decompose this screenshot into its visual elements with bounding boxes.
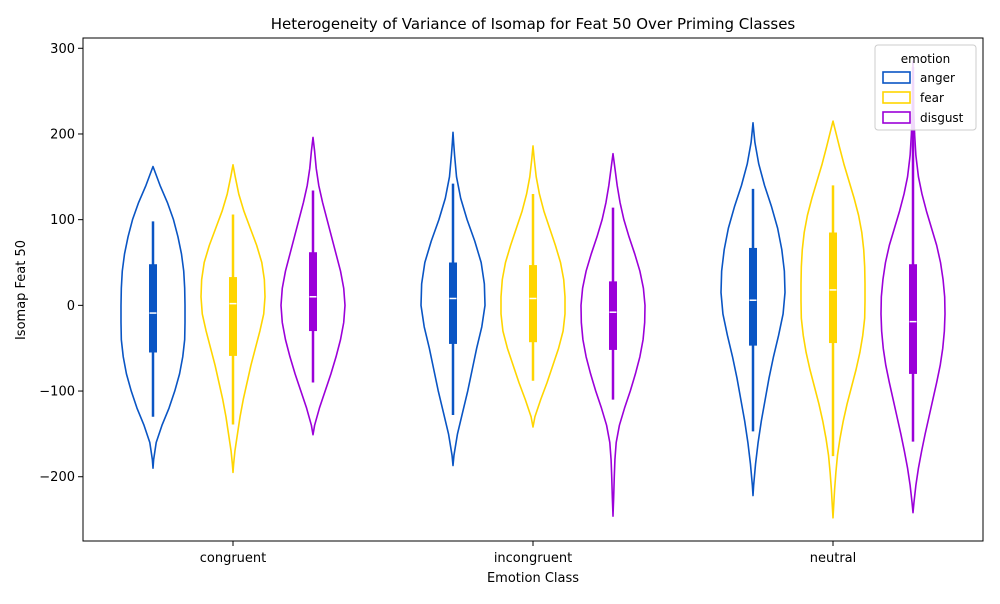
axes-layer: −200 −100 0 100 200 300 congruent incongruent ne… [39, 37, 984, 566]
violin-anger-congruent [120, 165, 186, 469]
y-tick-label: −200 [39, 470, 75, 485]
violin-outline [500, 145, 566, 428]
iqr-box [449, 262, 457, 344]
legend-label-anger: anger [920, 71, 955, 85]
violins-layer [120, 60, 946, 519]
violin-outline [280, 136, 346, 436]
y-tick-label: 0 [67, 299, 75, 314]
x-tick-label: congruent [200, 551, 267, 566]
violin-outline [800, 120, 866, 519]
x-axis-label: Emotion Class [487, 571, 579, 586]
iqr-box [909, 264, 917, 374]
violin-outline [720, 122, 786, 497]
violin-fear-incongruent [500, 145, 566, 428]
iqr-box [609, 281, 617, 350]
legend-swatch-disgust [882, 111, 911, 124]
iqr-box [529, 265, 537, 343]
y-tick-label: −100 [39, 385, 75, 400]
iqr-box [749, 247, 757, 346]
violin-fear-congruent [200, 164, 266, 474]
y-tick-label: 100 [50, 213, 75, 228]
iqr-box [309, 252, 317, 332]
violin-disgust-incongruent [580, 152, 646, 517]
violin-anger-neutral [720, 122, 786, 497]
y-axis-label: Isomap Feat 50 [14, 240, 29, 340]
iqr-box [149, 264, 157, 353]
legend-label-disgust: disgust [920, 111, 964, 125]
legend: emotion anger fear disgust [874, 44, 977, 131]
x-tick-label: neutral [810, 551, 857, 566]
x-tick-label: incongruent [494, 551, 572, 566]
violin-anger-incongruent [420, 131, 486, 467]
legend-swatch-anger [882, 71, 911, 84]
legend-label-fear: fear [920, 91, 944, 105]
legend-title: emotion [901, 52, 950, 66]
chart-title: Heterogeneity of Variance of Isomap for … [271, 15, 796, 33]
legend-box [874, 44, 977, 131]
legend-swatch-fear [882, 91, 911, 104]
iqr-box [229, 277, 237, 356]
violin-outline [200, 164, 266, 474]
iqr-box [829, 232, 837, 344]
violin-disgust-congruent [280, 136, 346, 436]
y-tick-label: 200 [50, 127, 75, 142]
violin-outline [420, 131, 486, 467]
violin-outline [580, 152, 646, 517]
violin-outline [120, 165, 186, 469]
violin-fear-neutral [800, 120, 866, 519]
y-tick-label: 300 [50, 42, 75, 57]
